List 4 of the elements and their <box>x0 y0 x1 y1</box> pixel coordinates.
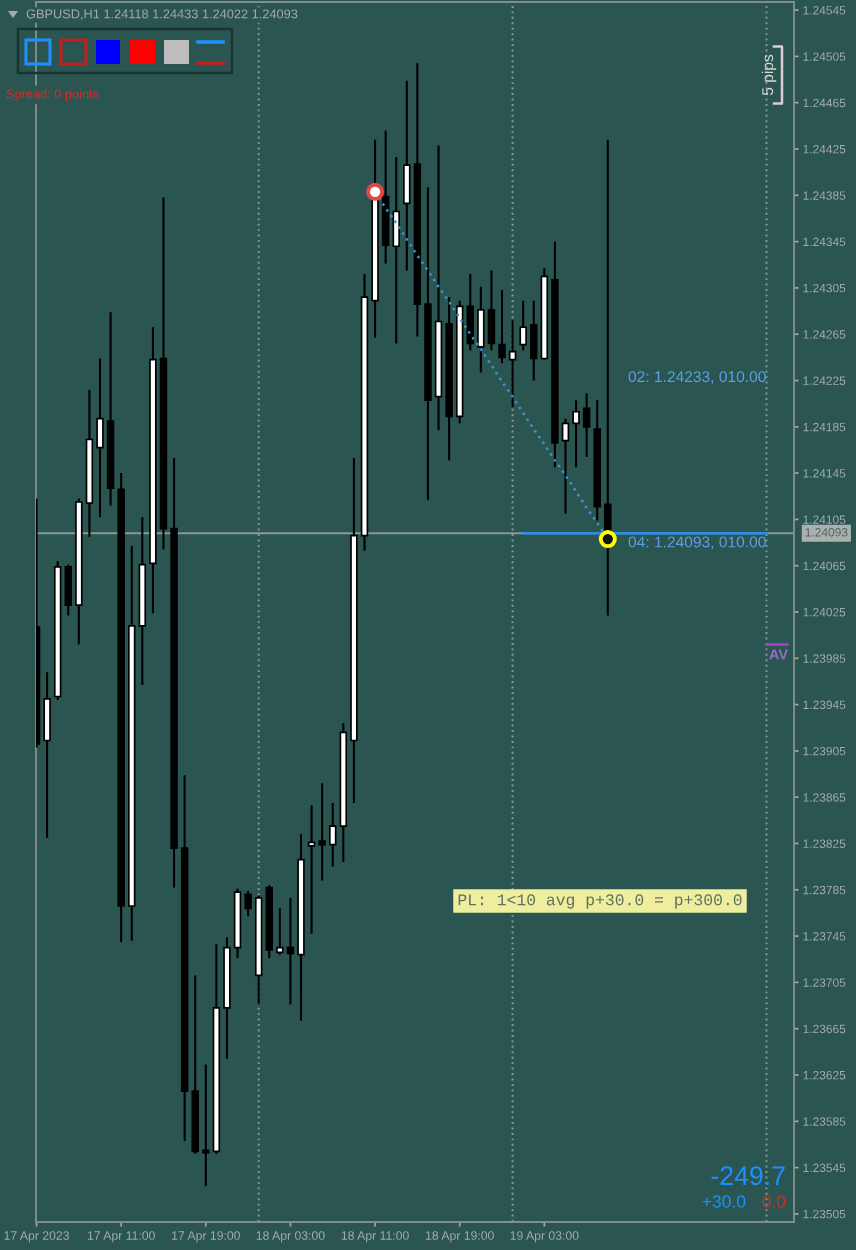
annotation: +30.0 <box>702 1195 746 1208</box>
annotation: 0.0 <box>762 1195 786 1208</box>
annotation: PL: 1<10 avg p+30.0 = p+300.0 <box>458 894 742 909</box>
annotation: -249.7 <box>711 1166 785 1186</box>
